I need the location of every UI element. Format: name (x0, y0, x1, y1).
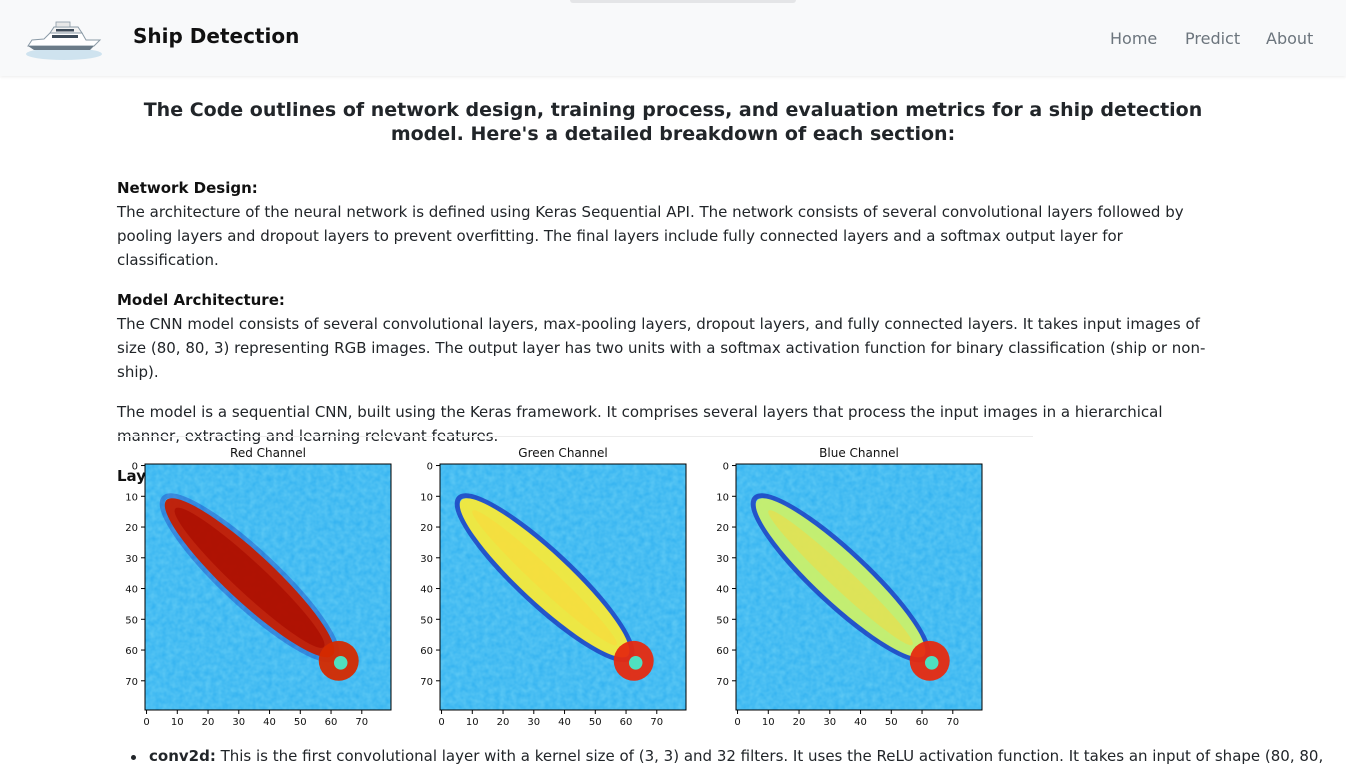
y-tick-label: 60 (420, 646, 433, 657)
panel-frame (144, 463, 392, 711)
x-tick-label: 60 (916, 717, 929, 728)
y-tick-label: 0 (723, 462, 729, 473)
y-tick-label: 40 (716, 585, 729, 596)
x-tick-label: 0 (438, 717, 444, 728)
y-tick-label: 30 (420, 554, 433, 565)
channel-panel-0: Red Channel 0 10 20 30 40 50 60 70 0 10 20 30 40 50 60 7… (125, 446, 392, 728)
main-content: The Code outlines of network design, tra… (117, 98, 1229, 488)
x-tick-label: 10 (466, 717, 479, 728)
network-design-label: Network Design: (117, 179, 258, 197)
x-tick-label: 40 (263, 717, 276, 728)
y-tick-label: 50 (716, 615, 729, 626)
x-tick-label: 0 (143, 717, 149, 728)
x-tick-label: 70 (946, 717, 959, 728)
ship-logo-icon (26, 21, 102, 60)
model-architecture-text: The CNN model consists of several convol… (117, 315, 1206, 381)
x-tick-label: 10 (171, 717, 184, 728)
y-tick-label: 50 (420, 615, 433, 626)
x-tick-label: 40 (854, 717, 867, 728)
sequential-text: The model is a sequential CNN, built usi… (117, 403, 1163, 445)
y-tick-label: 10 (716, 492, 729, 503)
x-tick-label: 20 (793, 717, 806, 728)
panel-frame (439, 463, 687, 711)
y-tick-label: 70 (125, 677, 138, 688)
x-tick-label: 30 (527, 717, 540, 728)
y-tick-label: 0 (132, 462, 138, 473)
x-tick-label: 20 (202, 717, 215, 728)
x-tick-label: 60 (620, 717, 633, 728)
x-tick-label: 10 (762, 717, 775, 728)
divider (117, 436, 1033, 437)
y-tick-label: 40 (420, 585, 433, 596)
x-tick-label: 20 (497, 717, 510, 728)
rgb-channel-figure: Red Channel 0 10 20 30 40 50 60 70 0 10 20 30 40 50 60 7… (125, 446, 983, 728)
network-design-text: The architecture of the neural network i… (117, 203, 1184, 269)
x-tick-label: 40 (558, 717, 571, 728)
x-tick-label: 0 (734, 717, 740, 728)
x-tick-label: 70 (355, 717, 368, 728)
x-tick-label: 50 (294, 717, 307, 728)
channel-panel-1: Green Channel 0 10 20 30 40 50 60 70 0 10 20 30 40 50 6… (420, 446, 687, 728)
page-heading: The Code outlines of network design, tra… (143, 99, 1203, 145)
y-tick-label: 0 (427, 462, 433, 473)
model-architecture-label: Model Architecture: (117, 291, 285, 309)
y-tick-label: 20 (716, 523, 729, 534)
brand-title[interactable]: Ship Detection (133, 24, 300, 48)
y-tick-label: 60 (125, 646, 138, 657)
channel-panel-2: Blue Channel 0 10 20 30 40 50 60 70 0 10 20 30 40 50 60… (716, 446, 983, 728)
panel-title: Blue Channel (819, 446, 899, 460)
panel-frame (735, 463, 983, 711)
y-tick-label: 40 (125, 585, 138, 596)
y-tick-label: 10 (420, 492, 433, 503)
bullet-dot (131, 755, 136, 760)
x-tick-label: 50 (589, 717, 602, 728)
bullet-term: conv2d: (149, 747, 216, 765)
panel-title: Red Channel (230, 446, 306, 460)
x-tick-label: 30 (823, 717, 836, 728)
nav-home[interactable]: Home (1110, 29, 1158, 48)
navbar: Ship Detection Home Predict About (0, 0, 1346, 76)
panel-title: Green Channel (518, 446, 607, 460)
layer-bullet-conv2d: conv2d: This is the first convolutional … (149, 744, 1323, 768)
nav-predict[interactable]: Predict (1185, 29, 1241, 48)
x-tick-label: 30 (232, 717, 245, 728)
y-tick-label: 20 (125, 523, 138, 534)
x-tick-label: 70 (650, 717, 663, 728)
x-tick-label: 50 (885, 717, 898, 728)
y-tick-label: 10 (125, 492, 138, 503)
nav-about[interactable]: About (1266, 29, 1314, 48)
y-tick-label: 30 (125, 554, 138, 565)
y-tick-label: 60 (716, 646, 729, 657)
y-tick-label: 20 (420, 523, 433, 534)
y-tick-label: 70 (420, 677, 433, 688)
y-tick-label: 50 (125, 615, 138, 626)
y-tick-label: 30 (716, 554, 729, 565)
y-tick-label: 70 (716, 677, 729, 688)
x-tick-label: 60 (325, 717, 338, 728)
bullet-text: This is the first convolutional layer wi… (215, 747, 1324, 765)
browser-top-tab (570, 0, 796, 3)
